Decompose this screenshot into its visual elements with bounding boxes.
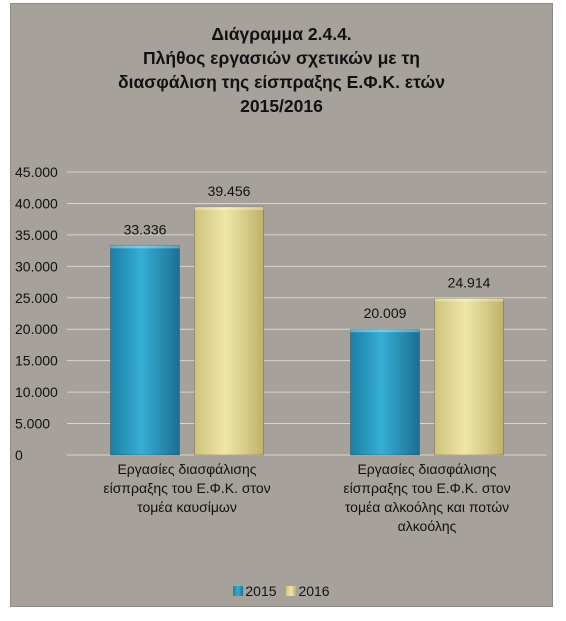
y-tick-label: 10.000	[15, 384, 58, 400]
bar-top-edge	[435, 298, 504, 301]
category-label-line: είσπραξης του Ε.Φ.Κ. στον	[92, 479, 282, 498]
bar-2016	[195, 207, 264, 455]
legend-swatch-2015	[233, 586, 243, 596]
chart-frame: Διάγραμμα 2.4.4. Πλήθος εργασιών σχετικώ…	[10, 3, 553, 607]
category-label-line: Εργασίες διασφάλισης	[92, 460, 282, 479]
category-label-alcohol: Εργασίες διασφάλισης είσπραξης του Ε.Φ.Κ…	[332, 460, 522, 536]
y-tick-label: 20.000	[15, 321, 58, 337]
category-label-line: τομέα αλκοόλης και ποτών	[332, 498, 522, 517]
legend-item-2015: 2015	[233, 583, 276, 599]
bar-2015	[351, 329, 420, 455]
y-tick-label: 35.000	[15, 227, 58, 243]
data-label-2016: 39.456	[208, 183, 251, 199]
category-label-line: τομέα καυσίμων	[92, 498, 282, 517]
y-tick-label: 15.000	[15, 353, 58, 369]
data-label-2015: 20.009	[364, 305, 407, 321]
legend-label-2015: 2015	[245, 583, 276, 599]
y-tick-label: 25.000	[15, 290, 58, 306]
legend: 2015 2016	[11, 583, 552, 599]
y-tick-label: 45.000	[15, 164, 58, 180]
category-label-fuels: Εργασίες διασφάλισης είσπραξης του Ε.Φ.Κ…	[92, 460, 282, 517]
bar-top-edge	[111, 245, 180, 248]
legend-swatch-2016	[286, 586, 296, 596]
bar-2015	[111, 245, 180, 455]
category-label-line: Εργασίες διασφάλισης	[332, 460, 522, 479]
y-tick-label: 0	[15, 447, 23, 463]
data-label-2015: 33.336	[124, 221, 167, 237]
bar-2016	[435, 298, 504, 455]
legend-label-2016: 2016	[298, 583, 329, 599]
legend-item-2016: 2016	[286, 583, 329, 599]
category-label-line: είσπραξης του Ε.Φ.Κ. στον	[332, 479, 522, 498]
bar-top-edge	[195, 207, 264, 210]
data-label-2016: 24.914	[448, 274, 491, 290]
bar-top-edge	[351, 329, 420, 332]
y-tick-label: 30.000	[15, 258, 58, 274]
y-tick-label: 5.000	[15, 416, 50, 432]
category-label-line: αλκοόλης	[332, 517, 522, 536]
y-tick-label: 40.000	[15, 195, 58, 211]
